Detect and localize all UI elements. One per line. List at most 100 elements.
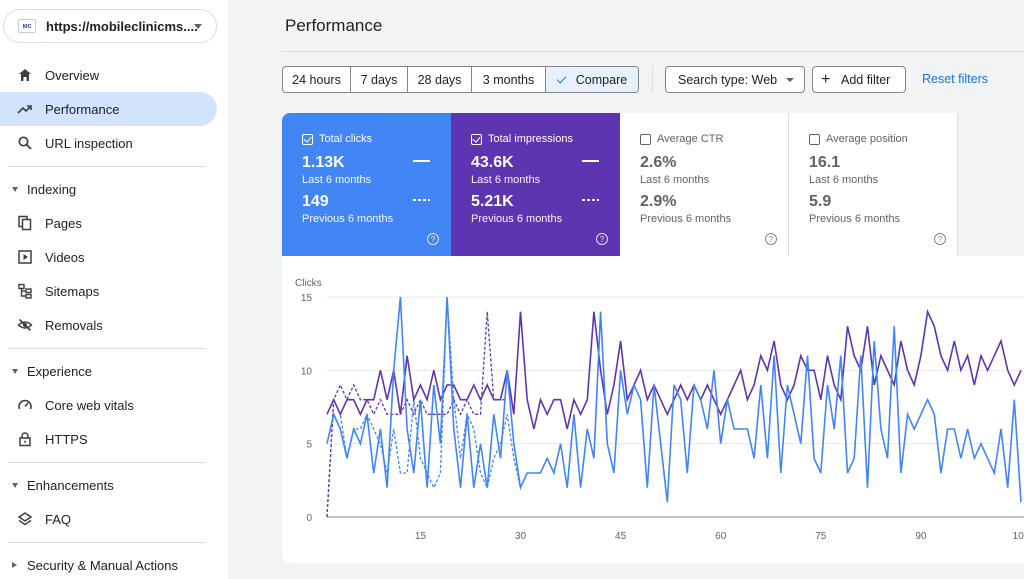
section-title: Indexing bbox=[27, 181, 77, 197]
y-tick-label: 0 bbox=[306, 513, 312, 524]
sidebar-item-videos[interactable]: Videos bbox=[0, 240, 217, 274]
x-tick-label: 30 bbox=[515, 531, 527, 542]
metric-prev-value: 2.9% bbox=[640, 193, 677, 210]
metric-label: Average CTR bbox=[657, 133, 724, 145]
clicks-current-line bbox=[326, 296, 1022, 503]
y-tick-label: 10 bbox=[301, 366, 313, 377]
metric-prev-period: Previous 6 months bbox=[809, 213, 901, 225]
metric-card-average-ctr[interactable]: Average CTR 2.6% Last 6 months 2.9% Prev… bbox=[620, 113, 789, 256]
sidebar-item-https[interactable]: HTTPS bbox=[0, 422, 217, 456]
sidebar-item-label: Performance bbox=[45, 101, 120, 117]
performance-chart: Clicks 0 5 10 15 15 30 45 60 75 90 105 bbox=[282, 256, 1024, 563]
metric-prev-period: Previous 6 months bbox=[640, 213, 732, 225]
site-favicon-icon: ᴍᴄ bbox=[18, 19, 36, 33]
video-icon bbox=[17, 249, 33, 265]
x-tick-label: 45 bbox=[615, 531, 627, 542]
chart-canvas: Clicks 0 5 10 15 15 30 45 60 75 90 105 bbox=[295, 278, 1024, 542]
chevron-down-icon bbox=[12, 482, 18, 488]
home-icon bbox=[17, 67, 33, 83]
metric-value: 2.6% bbox=[640, 154, 677, 171]
range-7-days-button[interactable]: 7 days bbox=[351, 67, 408, 92]
eye-off-icon bbox=[17, 317, 33, 333]
x-tick-label: 15 bbox=[415, 531, 427, 542]
lock-icon bbox=[17, 431, 33, 447]
dashed-line-legend-icon bbox=[582, 199, 599, 201]
checkbox-icon[interactable] bbox=[809, 133, 820, 145]
sidebar-item-sitemaps[interactable]: Sitemaps bbox=[0, 274, 217, 308]
chevron-right-icon bbox=[12, 562, 17, 568]
search-icon bbox=[17, 135, 33, 151]
sidebar-item-removals[interactable]: Removals bbox=[0, 308, 217, 342]
help-icon[interactable]: ? bbox=[427, 233, 439, 245]
sitemap-icon bbox=[17, 283, 33, 299]
sidebar-item-label: FAQ bbox=[45, 511, 72, 527]
help-icon[interactable]: ? bbox=[934, 233, 946, 245]
sidebar-item-performance[interactable]: Performance bbox=[0, 92, 217, 126]
dashed-line-legend-icon bbox=[413, 199, 430, 201]
section-title: Security & Manual Actions bbox=[27, 557, 179, 573]
checkbox-icon[interactable] bbox=[302, 133, 313, 145]
range-3-months-button[interactable]: 3 months bbox=[472, 67, 546, 92]
metric-header: Average CTR bbox=[640, 133, 723, 145]
sidebar: ᴍᴄ https://mobileclinicms.... Overview P… bbox=[0, 0, 228, 579]
layers-icon bbox=[17, 511, 33, 527]
sidebar-item-overview[interactable]: Overview bbox=[0, 58, 217, 92]
metric-card-average-position[interactable]: Average position 16.1 Last 6 months 5.9 … bbox=[789, 113, 958, 256]
sidebar-item-faq[interactable]: FAQ bbox=[0, 502, 217, 536]
sidebar-item-core-web-vitals[interactable]: Core web vitals bbox=[0, 388, 217, 422]
divider bbox=[8, 348, 206, 349]
gauge-icon bbox=[17, 397, 33, 413]
metric-card-total-impressions[interactable]: Total impressions 43.6K Last 6 months 5.… bbox=[451, 113, 620, 256]
metric-period: Last 6 months bbox=[809, 174, 879, 186]
sidebar-item-url-inspection[interactable]: URL inspection bbox=[0, 126, 217, 160]
sidebar-item-label: URL inspection bbox=[45, 135, 133, 151]
date-range-selector: 24 hours 7 days 28 days 3 months Compare bbox=[282, 66, 639, 93]
y-tick-label: 15 bbox=[301, 293, 313, 304]
range-24-hours-button[interactable]: 24 hours bbox=[283, 67, 351, 92]
x-tick-label: 105 bbox=[1013, 531, 1024, 542]
y-tick-label: 5 bbox=[306, 440, 312, 451]
reset-filters-link[interactable]: Reset filters bbox=[922, 72, 988, 86]
metric-prev-period: Previous 6 months bbox=[471, 213, 563, 225]
section-enhancements[interactable]: Enhancements bbox=[0, 470, 217, 500]
property-selector[interactable]: ᴍᴄ https://mobileclinicms.... bbox=[3, 9, 217, 43]
metric-label: Total impressions bbox=[488, 133, 573, 145]
metric-prev-value: 5.9 bbox=[809, 193, 832, 210]
metric-header: Average position bbox=[809, 133, 908, 145]
sidebar-item-label: Removals bbox=[45, 317, 103, 333]
search-type-dropdown[interactable]: Search type: Web bbox=[665, 66, 805, 93]
range-28-days-button[interactable]: 28 days bbox=[408, 67, 472, 92]
metric-period: Last 6 months bbox=[471, 174, 541, 186]
sidebar-item-pages[interactable]: Pages bbox=[0, 206, 217, 240]
caret-down-icon[interactable] bbox=[194, 24, 202, 29]
chevron-down-icon bbox=[12, 368, 18, 374]
section-title: Enhancements bbox=[27, 477, 114, 493]
metric-period: Last 6 months bbox=[302, 174, 372, 186]
metric-header: Total clicks bbox=[302, 133, 372, 145]
sidebar-item-label: Pages bbox=[45, 215, 82, 231]
divider bbox=[652, 66, 653, 93]
compare-label: Compare bbox=[575, 72, 628, 87]
compare-button[interactable]: Compare bbox=[546, 67, 638, 92]
sidebar-item-label: Overview bbox=[45, 67, 100, 83]
help-icon[interactable]: ? bbox=[765, 233, 777, 245]
metric-prev-value: 5.21K bbox=[471, 193, 514, 210]
section-indexing[interactable]: Indexing bbox=[0, 174, 217, 204]
metric-card-total-clicks[interactable]: Total clicks 1.13K Last 6 months 149 Pre… bbox=[282, 113, 451, 256]
metric-prev-value: 149 bbox=[302, 193, 329, 210]
metric-value: 16.1 bbox=[809, 154, 841, 171]
help-icon[interactable]: ? bbox=[596, 233, 608, 245]
x-tick-label: 75 bbox=[815, 531, 827, 542]
divider bbox=[282, 51, 1024, 52]
divider bbox=[8, 542, 206, 543]
divider bbox=[8, 462, 206, 463]
checkbox-icon[interactable] bbox=[640, 133, 651, 145]
metric-value: 43.6K bbox=[471, 154, 514, 171]
caret-down-icon bbox=[786, 78, 794, 82]
add-filter-button[interactable]: + Add filter bbox=[812, 66, 906, 93]
solid-line-legend-icon bbox=[413, 160, 430, 162]
section-security-manual-actions[interactable]: Security & Manual Actions bbox=[0, 550, 217, 579]
plus-icon: + bbox=[821, 71, 831, 88]
checkbox-icon[interactable] bbox=[471, 133, 482, 145]
section-experience[interactable]: Experience bbox=[0, 356, 217, 386]
